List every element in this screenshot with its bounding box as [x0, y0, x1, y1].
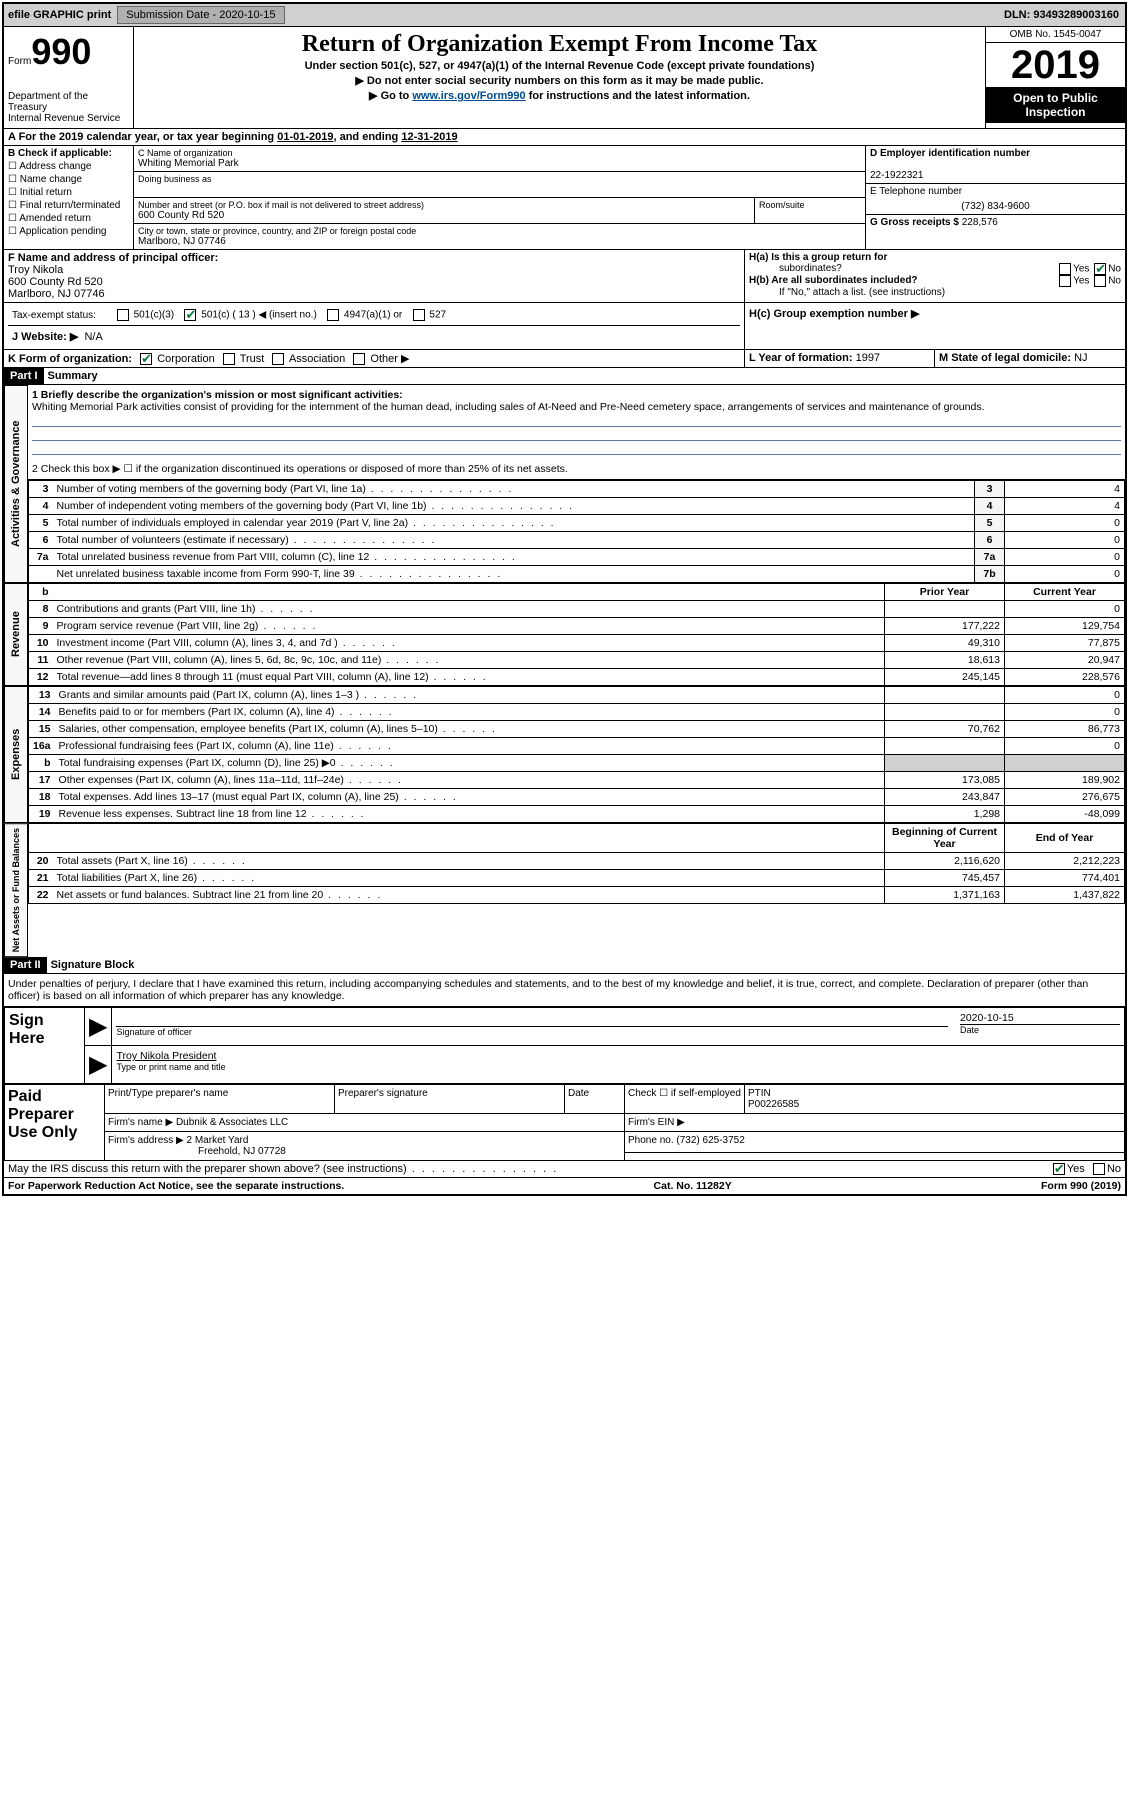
- hb-no[interactable]: [1094, 275, 1106, 287]
- subtitle-1: Under section 501(c), 527, or 4947(a)(1)…: [140, 60, 979, 72]
- city-state-zip: Marlboro, NJ 07746: [138, 236, 861, 247]
- chk-other[interactable]: [353, 353, 365, 365]
- side-net: Net Assets or Fund Balances: [4, 823, 28, 957]
- ha-yes[interactable]: [1059, 263, 1071, 275]
- efile-label: efile GRAPHIC print: [4, 9, 115, 21]
- website: N/A: [84, 331, 102, 343]
- chk-app-pending[interactable]: ☐ Application pending: [8, 226, 129, 237]
- hb-yes[interactable]: [1059, 275, 1071, 287]
- org-name: Whiting Memorial Park: [138, 158, 861, 169]
- subtitle-3: ▶ Go to www.irs.gov/Form990 for instruct…: [140, 89, 979, 102]
- discuss-yes[interactable]: [1053, 1163, 1065, 1175]
- side-gov: Activities & Governance: [4, 385, 28, 583]
- submission-date-button[interactable]: Submission Date - 2020-10-15: [117, 6, 284, 24]
- mission-block: 1 Briefly describe the organization's mi…: [28, 385, 1125, 480]
- chk-501c3[interactable]: [117, 309, 129, 321]
- penalty-text: Under penalties of perjury, I declare th…: [4, 974, 1125, 1007]
- paid-preparer-label: Paid Preparer Use Only: [5, 1085, 105, 1161]
- form990-link[interactable]: www.irs.gov/Form990: [412, 90, 525, 102]
- entity-block: B Check if applicable: ☐ Address change …: [4, 146, 1125, 250]
- paid-preparer-block: Paid Preparer Use Only Print/Type prepar…: [4, 1084, 1125, 1161]
- chk-4947[interactable]: [327, 309, 339, 321]
- dln: DLN: 93493289003160: [1004, 9, 1125, 21]
- chk-initial-return[interactable]: ☐ Initial return: [8, 187, 129, 198]
- revenue-table: bPrior YearCurrent Year 8Contributions a…: [28, 583, 1125, 686]
- side-exp: Expenses: [4, 686, 28, 823]
- chk-amended[interactable]: ☐ Amended return: [8, 213, 129, 224]
- chk-trust[interactable]: [223, 353, 235, 365]
- blank-line: [32, 415, 1121, 427]
- ein: 22-1922321: [870, 170, 923, 181]
- part-i-header: Part I Summary: [4, 368, 1125, 385]
- netassets-table: Beginning of Current YearEnd of Year 20T…: [28, 823, 1125, 904]
- activities-governance: Activities & Governance 1 Briefly descri…: [4, 385, 1125, 583]
- gross-receipts: 228,576: [962, 217, 998, 228]
- expenses-section: Expenses 13Grants and similar amounts pa…: [4, 686, 1125, 823]
- chk-527[interactable]: [413, 309, 425, 321]
- form-title: Return of Organization Exempt From Incom…: [140, 31, 979, 58]
- expenses-table: 13Grants and similar amounts paid (Part …: [28, 686, 1125, 823]
- dept-treasury: Department of the Treasury: [8, 91, 129, 113]
- governance-table: 3Number of voting members of the governi…: [28, 480, 1125, 583]
- chk-assoc[interactable]: [272, 353, 284, 365]
- top-bar: efile GRAPHIC print Submission Date - 20…: [4, 4, 1125, 27]
- row-f-h: F Name and address of principal officer:…: [4, 250, 1125, 303]
- sign-here-label: Sign Here: [5, 1008, 85, 1084]
- row-k-l-m: K Form of organization: Corporation Trus…: [4, 350, 1125, 368]
- discuss-row: May the IRS discuss this return with the…: [4, 1161, 1125, 1178]
- header-left: Form990 Department of the Treasury Inter…: [4, 27, 134, 128]
- part-ii-header: Part II Signature Block: [4, 957, 1125, 974]
- subtitle-2: ▶ Do not enter social security numbers o…: [140, 74, 979, 87]
- col-d-e-g: D Employer identification number 22-1922…: [865, 146, 1125, 249]
- side-rev: Revenue: [4, 583, 28, 686]
- form-990-page: efile GRAPHIC print Submission Date - 20…: [2, 2, 1127, 1196]
- row-i-j-hc: Tax-exempt status: 501(c)(3) 501(c) ( 13…: [4, 303, 1125, 350]
- discuss-no[interactable]: [1093, 1163, 1105, 1175]
- chk-501c[interactable]: [184, 309, 196, 321]
- col-c: C Name of organization Whiting Memorial …: [134, 146, 865, 249]
- col-b-checkboxes: B Check if applicable: ☐ Address change …: [4, 146, 134, 249]
- ha-no[interactable]: [1094, 263, 1106, 275]
- chk-address-change[interactable]: ☐ Address change: [8, 161, 129, 172]
- street-address: 600 County Rd 520: [138, 210, 750, 221]
- header-right: OMB No. 1545-0047 2019 Open to Public In…: [985, 27, 1125, 128]
- phone: (732) 834-9600: [870, 201, 1121, 212]
- chk-name-change[interactable]: ☐ Name change: [8, 174, 129, 185]
- sign-here-block: Sign Here ▶ Signature of officer 2020-10…: [4, 1007, 1125, 1084]
- chk-corp[interactable]: [140, 353, 152, 365]
- header-mid: Return of Organization Exempt From Incom…: [134, 27, 985, 128]
- inspection-badge: Open to Public Inspection: [986, 87, 1125, 123]
- revenue-section: Revenue bPrior YearCurrent Year 8Contrib…: [4, 583, 1125, 686]
- form-header: Form990 Department of the Treasury Inter…: [4, 27, 1125, 129]
- page-footer: For Paperwork Reduction Act Notice, see …: [4, 1178, 1125, 1194]
- section-a: A For the 2019 calendar year, or tax yea…: [4, 129, 1125, 146]
- omb-number: OMB No. 1545-0047: [986, 27, 1125, 43]
- form-number: 990: [31, 31, 91, 72]
- tax-year: 2019: [986, 43, 1125, 87]
- blank-line: [32, 443, 1121, 455]
- irs-label: Internal Revenue Service: [8, 113, 129, 124]
- netassets-section: Net Assets or Fund Balances Beginning of…: [4, 823, 1125, 957]
- chk-final-return[interactable]: ☐ Final return/terminated: [8, 200, 129, 211]
- blank-line: [32, 429, 1121, 441]
